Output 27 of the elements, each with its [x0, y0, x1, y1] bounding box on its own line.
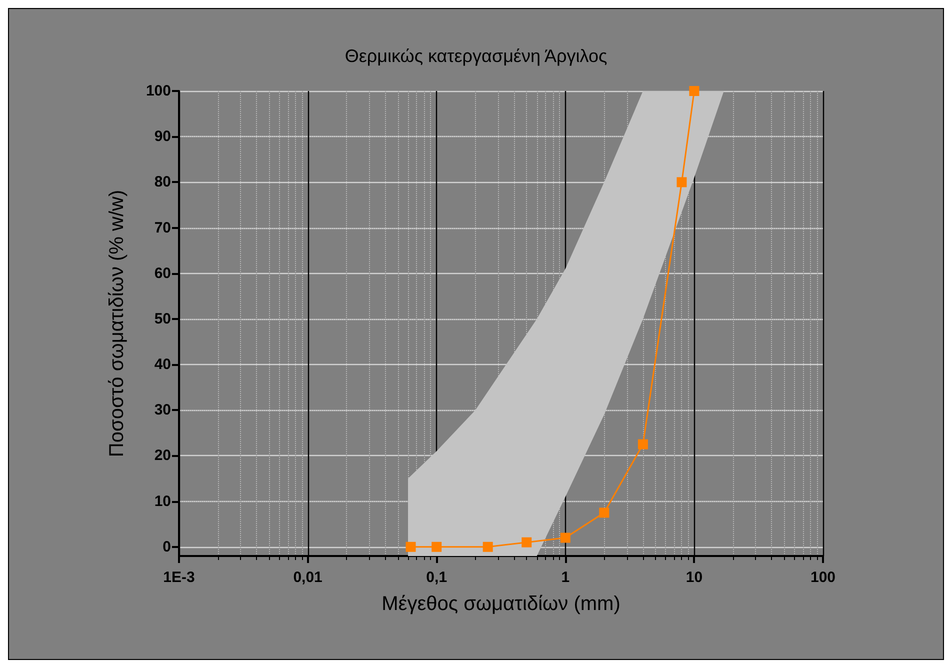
x-axis-title: Μέγεθος σωματιδίων (mm) — [382, 593, 620, 615]
point — [676, 177, 687, 188]
y-tick-label: 0 — [162, 538, 171, 556]
y-axis-title: Ποσοστό σωματιδίων (% w/w) — [106, 190, 128, 458]
y-tick-label: 20 — [154, 447, 171, 464]
y-tick-label: 60 — [154, 264, 171, 282]
y-tick-label: 10 — [154, 492, 171, 510]
x-tick-label: 1E-3 — [163, 569, 195, 586]
x-tick-label: 1 — [561, 569, 570, 586]
x-tick-label: 0,01 — [293, 569, 322, 586]
point — [522, 537, 532, 548]
y-tick-label: 50 — [154, 310, 171, 328]
point — [482, 542, 493, 552]
x-tick-label: 10 — [686, 569, 703, 586]
y-tick-label: 100 — [146, 82, 171, 100]
chart-title: Θερμικώς κατεργασμένη Άργιλος — [344, 46, 608, 66]
point — [599, 508, 610, 518]
y-tick-label: 80 — [154, 174, 171, 191]
y-tick-label: 30 — [154, 402, 171, 419]
y-tick-label: 90 — [154, 128, 171, 146]
point — [406, 542, 416, 552]
x-tick-label: 100 — [810, 569, 836, 586]
point — [638, 439, 648, 450]
x-tick-label: 0,1 — [426, 569, 448, 586]
y-tick-label: 70 — [154, 219, 171, 236]
point — [560, 532, 570, 543]
y-tick-label: 40 — [154, 356, 171, 374]
